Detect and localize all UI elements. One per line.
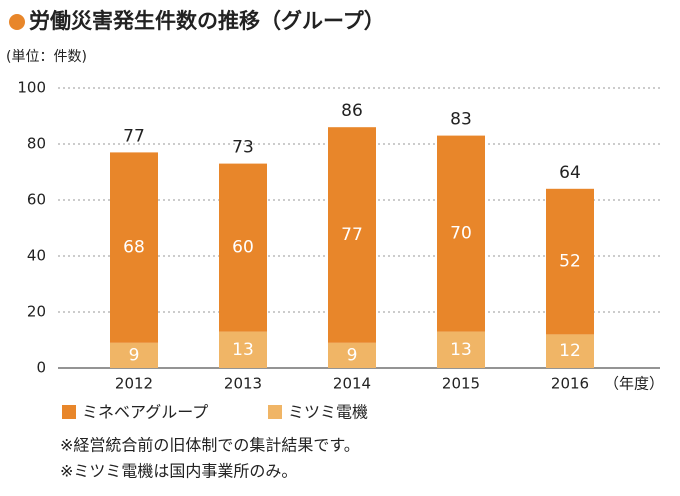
x-tick-label: 2016 (551, 375, 589, 393)
bar-segment (546, 334, 594, 368)
bar-segment (219, 163, 267, 332)
title-bullet (9, 14, 25, 30)
x-unit-label: （年度） (604, 375, 664, 393)
value-label: 12 (559, 341, 581, 361)
chart-title: 労働災害発生件数の推移（グループ） (29, 9, 385, 33)
x-tick-label: 2012 (115, 375, 153, 393)
bar-segment (546, 188, 594, 335)
bar-segment (328, 342, 376, 368)
total-label: 64 (559, 163, 581, 183)
y-tick-label: 20 (27, 303, 46, 321)
bar-segment (437, 331, 485, 368)
y-tick-label: 100 (17, 79, 46, 97)
x-tick-label: 2014 (333, 375, 371, 393)
value-label: 13 (232, 340, 254, 360)
value-label: 13 (450, 340, 472, 360)
value-label: 9 (129, 345, 140, 365)
value-label: 70 (450, 224, 472, 244)
bar-segment (437, 135, 485, 332)
legend-swatch (268, 405, 282, 419)
y-tick-label: 60 (27, 191, 46, 209)
y-tick-label: 40 (27, 247, 46, 265)
x-tick-label: 2015 (442, 375, 480, 393)
unit-label: (単位：件数) (6, 49, 87, 65)
total-label: 73 (232, 138, 254, 158)
bar-segment (110, 342, 158, 368)
total-label: 77 (123, 126, 145, 146)
legend-label: ミツミ電機 (288, 403, 368, 422)
y-tick-label: 80 (27, 135, 46, 153)
value-label: 68 (123, 238, 145, 258)
total-label: 83 (450, 110, 472, 130)
bar-segment (110, 152, 158, 343)
legend-swatch (62, 405, 76, 419)
total-label: 86 (341, 101, 363, 121)
legend-label: ミネベアグループ (82, 403, 208, 422)
value-label: 77 (341, 225, 363, 245)
note: ※経営統合前の旧体制での集計結果です。 (60, 436, 360, 455)
value-label: 52 (559, 252, 581, 272)
bar-segment (328, 127, 376, 343)
value-label: 60 (232, 238, 254, 258)
value-label: 9 (347, 345, 358, 365)
bar-segment (219, 331, 267, 368)
x-tick-label: 2013 (224, 375, 262, 393)
y-tick-label: 0 (36, 359, 46, 377)
note: ※ミツミ電機は国内事業所のみ。 (60, 462, 297, 481)
